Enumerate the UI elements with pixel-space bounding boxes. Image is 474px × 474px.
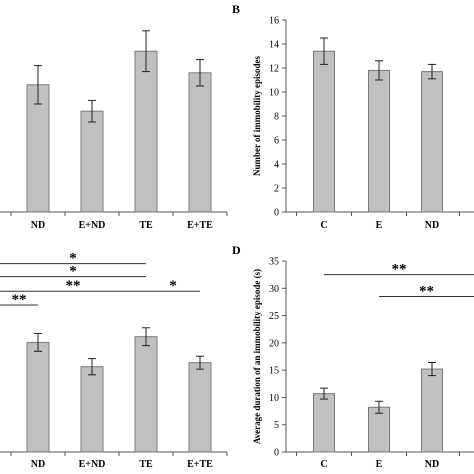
y-tick-label: 30: [269, 284, 279, 295]
y-tick-label: 0: [274, 448, 279, 459]
bar: [421, 71, 443, 213]
category-label: C: [320, 220, 327, 231]
bar: [368, 69, 390, 213]
significance-marker: *: [69, 251, 77, 267]
category-label: E+TE: [187, 220, 213, 231]
category-label: E+TE: [187, 459, 213, 470]
significance-marker: **: [12, 292, 27, 308]
category-label: ND: [31, 220, 45, 231]
category-label: ND: [425, 220, 439, 231]
y-tick-label: 12: [269, 64, 279, 75]
category-label: ND: [425, 459, 439, 470]
y-tick-label: 16: [269, 16, 279, 27]
y-tick-label: 4: [274, 160, 279, 171]
y-tick-label: 8: [274, 112, 279, 123]
significance-marker: **: [66, 278, 81, 294]
significance-marker: **: [419, 283, 434, 299]
category-label: E+ND: [79, 459, 106, 470]
category-label: TE: [139, 459, 153, 470]
y-tick-label: 0: [274, 208, 279, 219]
category-label: ND: [31, 459, 45, 470]
y-tick-label: 15: [269, 366, 279, 377]
bar: [26, 341, 50, 453]
y-tick-label: 20: [269, 338, 279, 349]
y-tick-label: 2: [274, 184, 279, 195]
bar: [80, 110, 104, 213]
y-tick-label: 14: [269, 40, 279, 51]
category-label: TE: [139, 220, 153, 231]
bar: [368, 406, 390, 453]
bar: [421, 368, 443, 453]
y-axis-title: Average duration of an immobility episod…: [252, 269, 262, 444]
bar: [313, 393, 335, 453]
panel-label: D: [232, 243, 241, 257]
y-tick-label: 5: [274, 420, 279, 431]
category-label: E: [376, 220, 383, 231]
bar: [188, 72, 212, 213]
panel-label: B: [232, 2, 240, 16]
y-tick-label: 6: [274, 136, 279, 147]
bar: [134, 50, 158, 213]
bar: [188, 362, 212, 453]
bar: [80, 366, 104, 453]
category-label: C: [320, 459, 327, 470]
y-tick-label: 25: [269, 311, 279, 322]
significance-marker: *: [169, 278, 177, 294]
y-axis-title: Number of immobility episodes: [252, 55, 262, 176]
bar: [134, 336, 158, 453]
category-label: E+ND: [79, 220, 106, 231]
significance-marker: **: [392, 262, 407, 278]
significance-marker: *: [69, 264, 77, 280]
category-label: E: [376, 459, 383, 470]
bar: [313, 50, 335, 213]
y-tick-label: 10: [269, 393, 279, 404]
y-tick-label: 35: [269, 257, 279, 268]
y-tick-label: 10: [269, 88, 279, 99]
